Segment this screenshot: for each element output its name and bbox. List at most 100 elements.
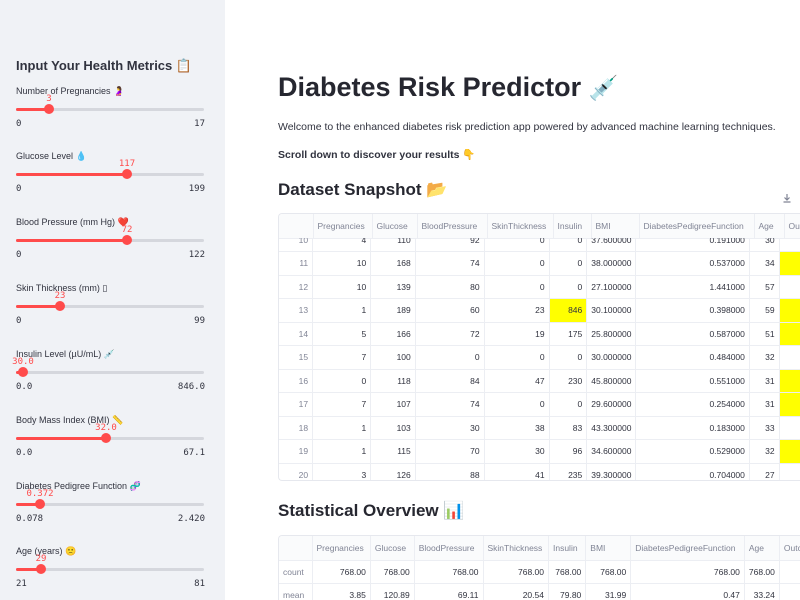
table-cell[interactable]: 74 [415,251,485,276]
table-cell[interactable]: 768.00 [585,560,632,584]
row-index[interactable]: 10 [279,238,314,252]
table-cell[interactable]: 38.000000 [586,251,637,276]
table-cell[interactable]: 20.54 [483,583,549,600]
column-header[interactable]: Glucose [370,536,415,561]
table-cell[interactable]: 5 [312,322,372,346]
table-cell[interactable] [779,463,800,480]
table-cell[interactable]: 38 [484,416,550,440]
table-cell[interactable] [779,238,800,252]
table-row[interactable]: 13 1 189 60 23 846 30.100000 0.398000 59 [279,298,800,323]
table-cell[interactable]: 72 [415,322,485,346]
slider-thumb[interactable] [44,104,54,114]
table-cell[interactable]: 100 [370,345,416,370]
table-cell[interactable]: 70 [415,439,485,464]
table-cell[interactable]: 120.89 [370,583,415,600]
table-cell[interactable]: 0 [312,369,372,393]
table-row[interactable]: 19 1 115 70 30 96 34.600000 0.529000 32 [279,439,800,464]
table-cell[interactable]: 96 [549,439,588,464]
table-cell[interactable]: 30 [415,416,485,440]
table-cell[interactable]: 31 [749,369,780,393]
table-cell[interactable]: 79.80 [548,583,587,600]
column-header[interactable]: Pregnancies [313,214,373,239]
table-cell[interactable]: 45.800000 [586,369,637,393]
table-cell[interactable]: 57 [749,275,780,299]
table-cell[interactable]: 30.000000 [586,345,637,370]
table-cell[interactable]: 92 [415,238,485,252]
column-header[interactable]: BMI [591,214,640,239]
table-cell[interactable]: 7 [312,345,372,370]
table-cell[interactable]: 1 [312,439,372,464]
table-cell[interactable]: 31 [749,392,780,417]
table-cell[interactable]: 7 [312,392,372,417]
table-cell[interactable]: 34.600000 [586,439,637,464]
table-cell[interactable] [779,298,800,323]
table-cell[interactable] [779,369,800,393]
table-cell[interactable]: 3 [312,463,372,480]
table-cell[interactable]: 768.00 [312,560,371,584]
table-cell[interactable]: 768.00 [414,560,484,584]
table-cell[interactable]: 118 [370,369,416,393]
table-cell[interactable]: 59 [749,298,780,323]
table-cell[interactable]: 0 [549,251,588,276]
table-cell[interactable]: 0 [549,392,588,417]
table-cell[interactable]: 69.11 [414,583,484,600]
table-cell[interactable]: 33.24 [744,583,780,600]
table-row[interactable]: 18 1 103 30 38 83 43.300000 0.183000 33 [279,416,800,440]
table-cell[interactable]: 168 [370,251,416,276]
slider-thumb[interactable] [35,499,45,509]
table-cell[interactable]: 74 [415,392,485,417]
slider-1[interactable]: Glucose Level 💧 117 0 199 [16,151,205,211]
row-index[interactable]: 14 [279,322,314,346]
table-cell[interactable]: 0 [484,275,550,299]
table-row[interactable]: 11 10 168 74 0 0 38.000000 0.537000 34 [279,251,800,276]
table-cell[interactable]: 30.100000 [586,298,637,323]
table-cell[interactable]: 19 [484,322,550,346]
column-header[interactable]: SkinThickness [483,536,549,561]
table-cell[interactable]: 230 [549,369,588,393]
table-cell[interactable]: 126 [370,463,416,480]
table-cell[interactable]: 110 [370,238,416,252]
slider-track[interactable] [16,503,204,506]
table-row[interactable]: 15 7 100 0 0 0 30.000000 0.484000 32 [279,345,800,370]
table-row[interactable]: 16 0 118 84 47 230 45.800000 0.551000 31 [279,369,800,393]
table-cell[interactable]: 189 [370,298,416,323]
table-cell[interactable]: 0 [484,238,550,252]
table-row[interactable]: count 768.00 768.00 768.00 768.00 768.00 768.0… [279,560,800,584]
column-header[interactable] [279,536,313,561]
column-header[interactable]: Insulin [553,214,592,239]
column-header[interactable]: DiabetesPedigreeFunction [639,214,755,239]
table-cell[interactable]: 0.529000 [635,439,750,464]
table-cell[interactable] [779,439,800,464]
slider-2[interactable]: Blood Pressure (mm Hg) ❤️ 72 0 122 [16,217,205,277]
table-cell[interactable]: 235 [549,463,588,480]
stats-table[interactable]: Pregnancies Glucose BloodPressure SkinThick… [278,535,800,600]
download-icon[interactable] [781,193,793,205]
table-cell[interactable]: 0 [549,345,588,370]
column-header[interactable]: Insulin [548,536,587,561]
column-header[interactable]: BloodPressure [417,214,488,239]
slider-thumb[interactable] [55,301,65,311]
table-cell[interactable]: 25.800000 [586,322,637,346]
row-index[interactable]: 16 [279,369,314,393]
table-cell[interactable]: 30 [749,238,780,252]
table-cell[interactable]: 10 [312,251,372,276]
table-cell[interactable]: 1.441000 [635,275,750,299]
table-row[interactable]: mean 3.85 120.89 69.11 20.54 79.80 31.99 0.47 33… [279,583,800,600]
dataset-table[interactable]: Pregnancies Glucose BloodPressure SkinThick… [278,213,800,481]
table-cell[interactable]: 103 [370,416,416,440]
row-index[interactable]: mean [279,583,313,600]
table-cell[interactable]: 768.00 [370,560,415,584]
row-index[interactable]: 13 [279,298,314,323]
row-index[interactable]: count [279,560,313,584]
table-cell[interactable]: 0.537000 [635,251,750,276]
table-cell[interactable]: 30 [484,439,550,464]
table-cell[interactable]: 139 [370,275,416,299]
table-cell[interactable]: 0 [484,345,550,370]
slider-thumb[interactable] [122,169,132,179]
column-header[interactable]: DiabetesPedigreeFunction [630,536,745,561]
dataset-table-body[interactable]: 10 4 110 92 0 0 37.600000 0.191000 30 11 10 168 74 0 0… [279,238,800,480]
slider-track[interactable] [16,173,204,176]
table-cell[interactable]: 846 [549,298,588,323]
table-row[interactable]: 10 4 110 92 0 0 37.600000 0.191000 30 [279,238,800,252]
